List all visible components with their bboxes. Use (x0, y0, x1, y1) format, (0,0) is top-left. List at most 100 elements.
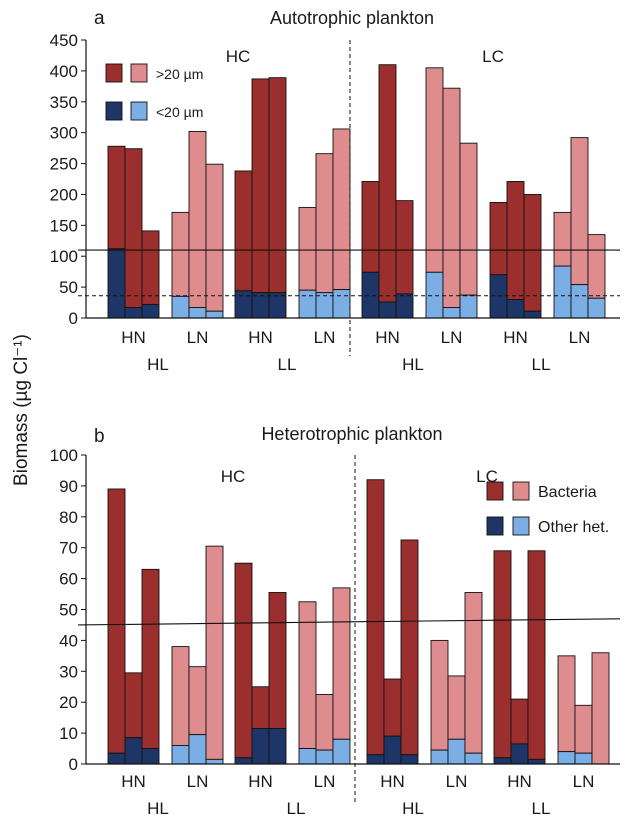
legend-label: Bacteria (538, 484, 597, 501)
bar-segment-upper (361, 181, 380, 273)
bar-segment-lower (124, 737, 143, 765)
legend-swatch (512, 481, 530, 501)
group-label: LN (441, 328, 463, 347)
bar-segment-upper (205, 545, 224, 760)
bar-segment-upper (591, 652, 610, 765)
legend-label: >20 µm (156, 66, 203, 82)
section-label: HC (221, 467, 246, 486)
bar-segment-lower (570, 284, 589, 319)
group-label: HN (375, 328, 400, 347)
bar-segment-lower (383, 735, 402, 765)
bar-segment-lower (430, 749, 449, 765)
legend-swatch (105, 101, 123, 121)
bar-segment-upper (268, 592, 287, 729)
section-label: HC (226, 47, 251, 66)
section-label: LC (476, 467, 498, 486)
bar-segment-lower (205, 758, 224, 765)
supergroup-label: LL (532, 799, 551, 818)
bar-segment-upper (188, 666, 207, 736)
bar-segment-lower (447, 738, 466, 765)
bar-segment-lower (587, 297, 606, 319)
bar-segment-lower (459, 294, 478, 319)
bar-segment-upper (124, 672, 143, 739)
y-tick-label: 90 (59, 477, 78, 496)
group-label: HN (380, 772, 405, 791)
bar-segment-lower (234, 290, 253, 319)
bar-segment-upper (395, 200, 414, 295)
group-label: HN (121, 772, 146, 791)
bar-segment-lower (234, 757, 253, 765)
bar-segment-upper (510, 698, 529, 745)
y-tick-label: 150 (50, 216, 78, 235)
reference-line (77, 618, 621, 626)
group-label: LN (573, 772, 595, 791)
bar-segment-lower (268, 292, 287, 319)
bar-segment-lower (141, 748, 160, 765)
bar-segment-lower (188, 734, 207, 765)
bar-segment-upper (141, 568, 160, 750)
bar-segment-upper (315, 153, 334, 294)
bar-segment-upper (553, 211, 572, 267)
chart-title: Heterotrophic plankton (261, 424, 442, 444)
bar-segment-upper (124, 148, 143, 308)
bar-segment-lower (332, 738, 351, 765)
legend-swatch (486, 481, 504, 501)
panel-a: 0 50 100 150 200 250 300 350 400 450 a Autotrophic … (50, 8, 620, 374)
group-label: HN (507, 772, 532, 791)
bar-segment-upper (378, 64, 397, 303)
bar-segment-upper (489, 202, 508, 276)
supergroup-label: LL (278, 355, 297, 374)
bar-segment-upper (366, 479, 385, 756)
bar-segment-upper (298, 601, 317, 750)
bar-segment-upper (107, 488, 126, 754)
bar-segment-upper (332, 128, 351, 291)
y-tick-label: 450 (50, 31, 78, 50)
bar-segment-upper (425, 67, 444, 273)
y-tick-label: 300 (50, 124, 78, 143)
bar-segment-upper (523, 193, 542, 312)
legend-swatch (130, 101, 148, 121)
supergroup-label: HL (147, 355, 169, 374)
bar-segment-lower (400, 754, 419, 765)
bar-segment-upper (298, 206, 317, 291)
bar-segment-lower (489, 274, 508, 319)
legend-swatch (486, 516, 504, 536)
bar-segment-lower (557, 751, 576, 765)
bar-segment-lower (188, 307, 207, 319)
chart-title: Autotrophic plankton (270, 8, 434, 28)
y-tick-label: 200 (50, 185, 78, 204)
group-label: LN (446, 772, 468, 791)
bar-segment-lower (141, 303, 160, 319)
panel-b: 0 10 20 30 40 50 60 70 80 90 100 b Heterotrophic pla… (50, 424, 621, 818)
y-tick-label: 50 (59, 601, 78, 620)
group-label: LN (569, 328, 591, 347)
bar-segment-lower (107, 248, 126, 319)
bar-segment-lower (205, 310, 224, 319)
supergroup-label: HL (147, 799, 169, 818)
bar-segment-lower (366, 754, 385, 765)
bar-segment-lower (251, 292, 270, 319)
bar-segment-upper (493, 550, 512, 759)
y-tick-label: 60 (59, 570, 78, 589)
bar-segment-lower (493, 757, 512, 765)
group-label: HN (121, 328, 146, 347)
bar-segment-upper (234, 562, 253, 759)
legend-swatch (130, 63, 148, 83)
group-label: HN (248, 772, 273, 791)
bar-segment-upper (400, 539, 419, 756)
bar-segment-upper (234, 170, 253, 292)
bar-segment-upper (459, 142, 478, 296)
y-tick-label: 100 (50, 446, 78, 465)
bar-segment-lower (442, 307, 461, 319)
bar-segment-lower (298, 748, 317, 765)
y-tick-label: 0 (69, 309, 78, 328)
group-label: LN (314, 328, 336, 347)
bar-segment-upper (268, 77, 287, 294)
panel-letter: a (94, 8, 105, 29)
bar-segment-lower (378, 301, 397, 319)
legend-swatch (105, 63, 123, 83)
bar-segment-lower (268, 728, 287, 765)
bar-segment-lower (124, 307, 143, 319)
bar-segment-upper (587, 234, 606, 299)
